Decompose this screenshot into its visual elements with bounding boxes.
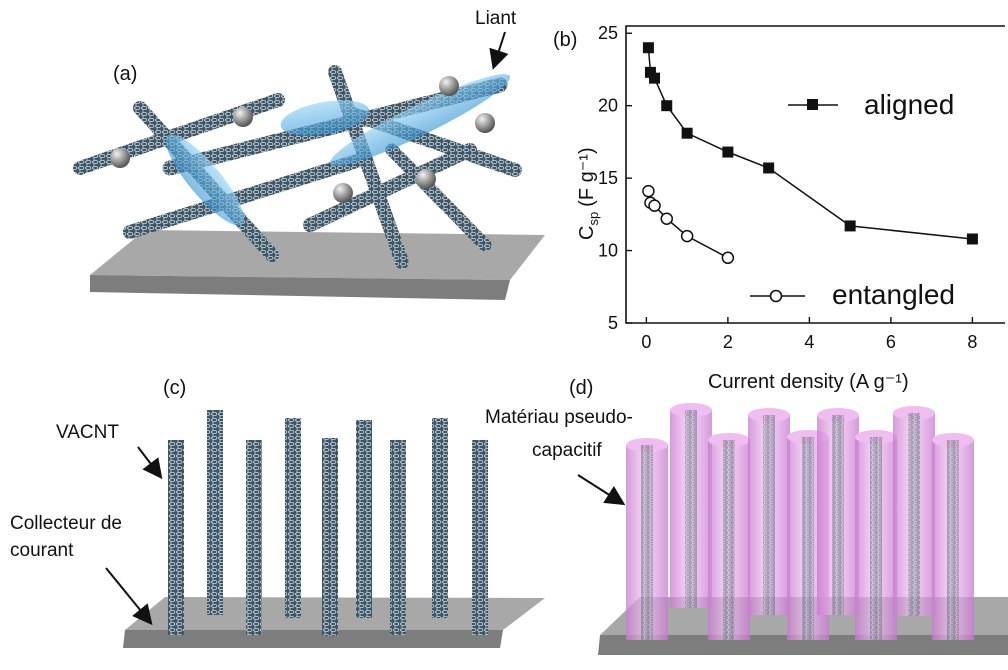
panel-b: (b) 0 2 4 6 8 5 10 15 20 25 Current density (A g…: [553, 23, 1005, 393]
y-axis-title-unit: (F g⁻¹): [576, 147, 598, 206]
data-point-entangled: [648, 199, 661, 212]
data-point-aligned: [661, 100, 673, 112]
vacnt-arrow: [137, 446, 163, 480]
legend-entangled-marker: [769, 289, 783, 303]
material-arrow: [577, 474, 626, 506]
panel-d: (d) Matériau pseudo- capacitif: [485, 377, 1008, 655]
legend: aligned entangled: [750, 89, 955, 310]
data-point-aligned: [966, 233, 978, 245]
coated-nanotube: [708, 433, 750, 640]
x-tick-label: 8: [967, 332, 977, 352]
data-point-entangled: [721, 251, 735, 265]
panel-c-label: (c): [163, 377, 186, 399]
y-axis-title-main: Csp (F g⁻¹): [576, 147, 601, 240]
coated-nanotube: [670, 403, 712, 608]
y-tick-label: 15: [598, 168, 618, 188]
vertical-nanotube: [246, 440, 262, 635]
panel-c: (c) VACNT Collecteur de courant: [10, 377, 545, 648]
x-tick-label: 2: [723, 332, 733, 352]
vertical-nanotube: [207, 410, 223, 615]
data-point-aligned: [763, 162, 775, 174]
vertical-nanotube: [322, 438, 338, 636]
particle: [110, 148, 130, 168]
material-label-line2: capacitif: [532, 440, 602, 461]
data-point-aligned: [681, 127, 693, 139]
series-line-aligned: [647, 47, 973, 240]
x-tick-label: 0: [641, 332, 651, 352]
panel-a: (a) Liant: [73, 8, 545, 300]
binder-label: Liant: [475, 8, 517, 29]
substrate-a: [90, 230, 545, 300]
data-point-entangled: [660, 212, 674, 225]
vertical-nanotube: [356, 420, 372, 618]
collector-label-line2: courant: [10, 540, 74, 561]
vertical-nanotube: [168, 440, 184, 635]
vertical-nanotube: [432, 418, 448, 618]
particles: [110, 76, 495, 203]
legend-entangled-label: entangled: [832, 279, 955, 310]
data-point-entangled: [642, 184, 655, 198]
y-tick-label: 10: [598, 241, 618, 261]
y-tick-label: 25: [598, 23, 618, 43]
data-point-aligned: [844, 220, 856, 232]
binder-regions: [165, 74, 511, 226]
y-tick-label: 20: [598, 96, 618, 116]
y-axis-title-symbol: C: [576, 226, 598, 240]
coated-nanotube: [626, 438, 668, 640]
panel-b-label: (b): [553, 29, 577, 51]
x-axis-title: Current density (A g⁻¹): [708, 371, 909, 393]
vacnt-array: [168, 410, 488, 636]
coated-nanotube: [748, 408, 790, 615]
x-tick-label: 4: [804, 332, 814, 352]
x-ticks: 0 2 4 6 8: [641, 317, 977, 352]
data-point-aligned: [644, 66, 656, 78]
data-point-entangled: [680, 229, 694, 243]
particle: [333, 183, 353, 203]
panel-a-label: (a): [113, 63, 137, 85]
particle: [233, 107, 253, 127]
vertical-nanotube: [390, 440, 406, 635]
particle: [475, 113, 495, 133]
coated-nanotube-array: [626, 403, 974, 640]
y-ticks: 5 10 15 20 25: [598, 23, 632, 333]
legend-aligned-marker: [807, 99, 818, 110]
y-tick-label: 5: [608, 313, 618, 333]
coated-nanotube: [932, 433, 974, 640]
binder-arrow: [489, 31, 509, 70]
coated-nanotube: [817, 408, 859, 615]
x-tick-label: 6: [886, 332, 896, 352]
panel-d-label: (d): [569, 377, 593, 399]
data-point-aligned: [642, 42, 654, 54]
vertical-nanotube: [285, 418, 301, 618]
data-point-aligned: [722, 146, 734, 158]
vertical-nanotube: [472, 440, 488, 635]
coated-nanotube: [893, 406, 935, 616]
particle: [416, 169, 436, 189]
plot-frame: [625, 25, 1005, 324]
series-line-entangled: [647, 191, 729, 259]
collector-arrow: [105, 567, 153, 626]
particle: [439, 76, 459, 96]
legend-aligned-label: aligned: [864, 89, 954, 120]
data-point-aligned: [649, 72, 661, 84]
y-axis-title: Csp (F g⁻¹): [576, 147, 601, 240]
series-lines: [647, 47, 973, 259]
y-axis-title-sub: sp: [586, 212, 601, 226]
collector-label-line1: Collecteur de: [10, 513, 122, 534]
series-points: [642, 42, 978, 265]
material-label-line1: Matériau pseudo-: [485, 407, 633, 428]
vacnt-label: VACNT: [56, 422, 119, 443]
coated-nanotube: [855, 430, 897, 640]
